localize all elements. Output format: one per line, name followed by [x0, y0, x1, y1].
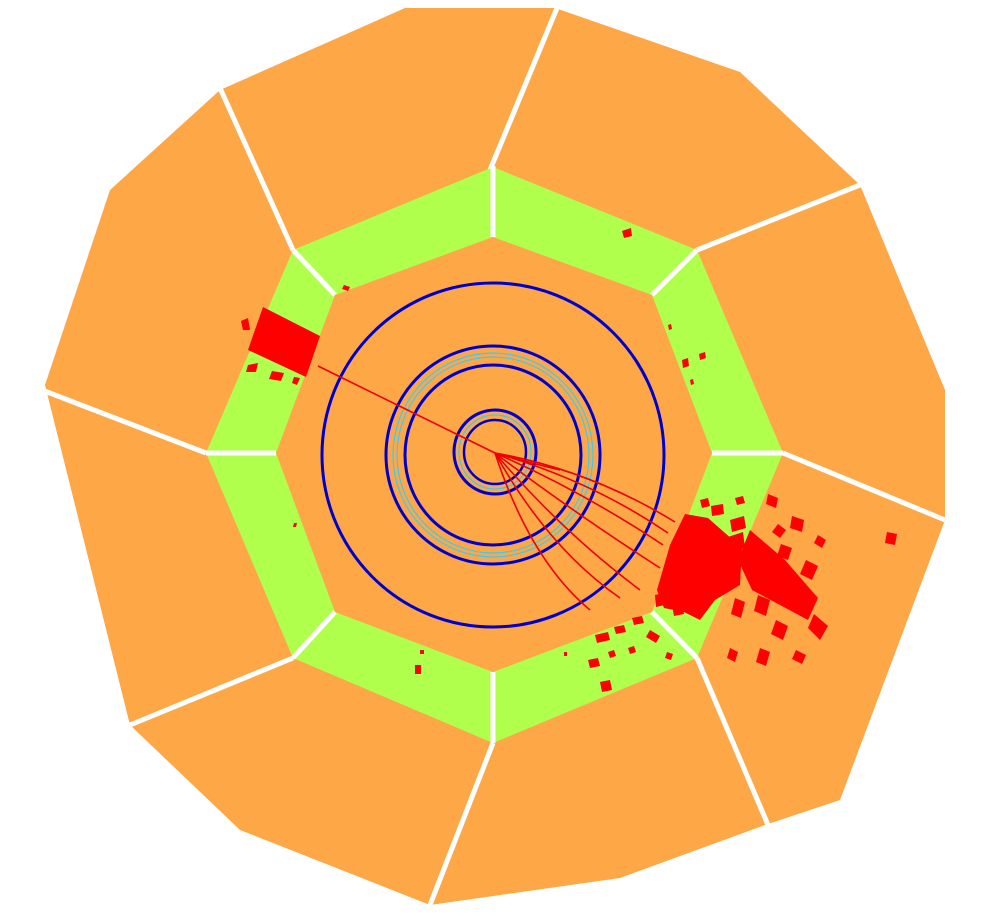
energy-deposit	[735, 496, 745, 505]
inner-segment-gap	[650, 248, 699, 297]
track	[494, 452, 621, 599]
energy-deposit	[241, 318, 250, 330]
energy-deposit	[246, 363, 258, 372]
inner-segment-gaps	[206, 166, 783, 743]
energy-deposit	[725, 532, 745, 552]
energy-deposit	[754, 595, 770, 616]
track	[494, 452, 676, 523]
energy-deposit	[790, 516, 804, 532]
energy-deposit	[792, 650, 806, 664]
energy-deposit	[772, 524, 786, 538]
energy-deposit	[808, 614, 828, 640]
inner-segment-gap	[650, 610, 699, 660]
energy-deposit	[608, 650, 616, 658]
energy-deposit	[614, 625, 626, 634]
outer-segment-gap	[696, 182, 861, 253]
energy-deposit	[269, 371, 284, 381]
tracker-layer-middle-outer	[384, 344, 602, 566]
energy-deposit	[777, 544, 792, 560]
outer-segment-gap	[487, 7, 560, 171]
tracks	[317, 365, 676, 611]
outer-segment-gap	[129, 655, 294, 728]
energy-deposit	[700, 498, 710, 508]
energy-deposit	[342, 285, 350, 291]
energy-deposit	[628, 646, 636, 654]
track	[317, 365, 496, 454]
energy-deposit-right-jet	[657, 514, 742, 620]
energy-deposit	[704, 591, 714, 602]
energy-deposit	[885, 532, 897, 545]
pixel-layer-cyan	[458, 414, 532, 490]
inner-segment-gap	[291, 610, 337, 660]
inner-calorimeter	[206, 166, 783, 743]
energy-deposit	[684, 563, 699, 577]
outer-segment-gaps	[41, 7, 946, 906]
energy-deposit	[646, 630, 660, 643]
energy-deposit	[670, 581, 681, 592]
energy-deposit	[771, 620, 788, 640]
energy-deposit	[711, 504, 724, 516]
energy-deposit	[665, 652, 673, 660]
tracker-layer-middle-inner	[403, 363, 583, 547]
energy-deposit-right-jet-core	[738, 530, 818, 620]
energy-deposit-left-jet	[248, 307, 320, 377]
tracker-layer-middle-cyan-b	[396, 356, 590, 554]
energy-deposit	[684, 584, 699, 600]
outer-segment-gap	[41, 387, 207, 456]
energy-deposit	[731, 598, 745, 618]
energy-deposit	[292, 377, 300, 385]
energy-deposit	[800, 560, 818, 580]
outer-segment-gap	[782, 450, 946, 523]
energy-deposit	[632, 616, 644, 625]
outer-segment-gap	[694, 657, 771, 826]
energy-deposits	[241, 228, 897, 692]
energy-deposit	[699, 352, 706, 360]
energy-deposit	[730, 516, 746, 532]
energy-deposit	[600, 680, 612, 692]
energy-deposit	[420, 650, 424, 654]
energy-deposit	[814, 535, 826, 548]
energy-deposit	[727, 648, 738, 662]
track	[494, 452, 641, 591]
pixel-layer-inner	[462, 418, 528, 486]
tracker-layer-outer	[320, 281, 666, 629]
pixel-layer-outer	[452, 408, 538, 496]
energy-deposit	[682, 358, 689, 368]
outer-segment-gap	[217, 86, 296, 252]
outer-segment-gap	[427, 742, 496, 906]
outer-calorimeter-body	[45, 8, 945, 905]
energy-deposit	[564, 652, 567, 656]
energy-deposit	[668, 324, 672, 330]
energy-deposit	[588, 658, 600, 668]
outer-calorimeter	[41, 7, 946, 906]
track	[494, 452, 661, 569]
track	[494, 452, 591, 611]
energy-deposit	[672, 603, 684, 616]
energy-deposit	[756, 648, 770, 666]
energy-deposit	[622, 228, 632, 238]
energy-deposit	[690, 379, 694, 385]
tracker	[320, 281, 666, 629]
energy-deposit	[595, 632, 610, 643]
tracker-layer-middle-cyan-a	[392, 352, 594, 558]
inner-segment-gap	[291, 248, 337, 297]
energy-deposit	[655, 593, 665, 607]
energy-deposit	[415, 665, 421, 674]
energy-deposit	[293, 523, 297, 527]
track	[494, 452, 561, 471]
track	[494, 452, 664, 546]
energy-deposit	[766, 494, 778, 508]
